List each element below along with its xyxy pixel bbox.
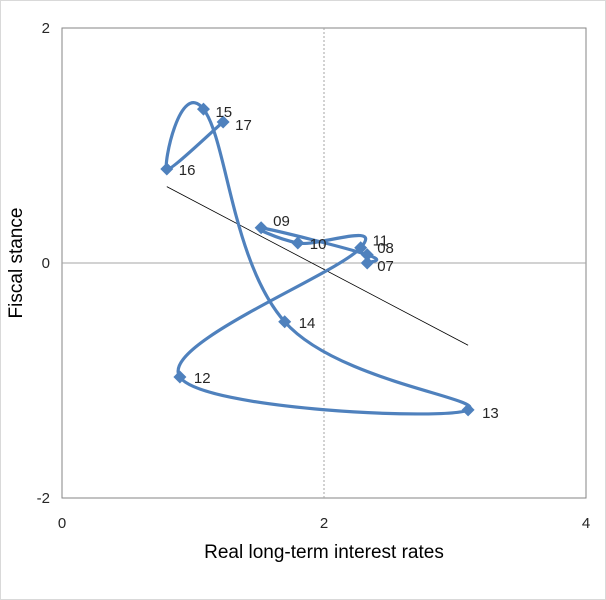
- data-point-17: [216, 115, 230, 129]
- data-label-08: 08: [377, 240, 394, 257]
- x-tick-label: 2: [320, 515, 328, 532]
- y-tick-label: -2: [37, 490, 50, 507]
- data-point-16: [160, 162, 174, 176]
- data-label-13: 13: [482, 405, 499, 422]
- data-label-11: 11: [373, 233, 389, 250]
- data-label-07: 07: [377, 258, 394, 275]
- data-label-12: 12: [194, 370, 211, 387]
- data-label-17: 17: [235, 117, 252, 134]
- data-point-09: [254, 221, 268, 235]
- y-tick-label: 2: [42, 20, 50, 37]
- x-tick-label: 0: [58, 515, 66, 532]
- data-point-08: [360, 248, 374, 262]
- data-point-07: [360, 256, 374, 270]
- data-label-15: 15: [215, 104, 232, 121]
- data-point-14: [278, 315, 292, 329]
- x-tick-label: 4: [582, 515, 590, 532]
- data-point-13: [461, 403, 475, 417]
- data-label-10: 10: [310, 236, 327, 253]
- data-label-14: 14: [299, 315, 316, 332]
- data-point-15: [196, 102, 210, 116]
- data-point-11: [354, 241, 368, 255]
- y-tick-label: 0: [42, 255, 50, 272]
- data-label-09: 09: [273, 213, 290, 230]
- trend-line: [166, 186, 469, 346]
- y-axis-title: Fiscal stance: [6, 208, 27, 319]
- data-point-10: [291, 236, 305, 250]
- x-axis-title: Real long-term interest rates: [204, 542, 444, 563]
- data-label-16: 16: [179, 162, 196, 179]
- data-point-12: [173, 370, 187, 384]
